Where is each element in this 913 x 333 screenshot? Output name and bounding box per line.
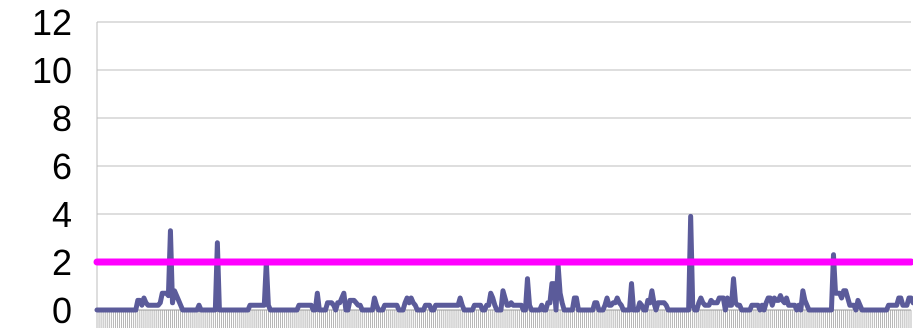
y-axis-tick-labels: 0 2 4 6 8 10 12: [32, 2, 72, 331]
y-tick-label-8: 8: [52, 98, 72, 139]
y-tick-label-6: 6: [52, 146, 72, 187]
series-data-line: [94, 213, 913, 313]
y-tick-label-4: 4: [52, 194, 72, 235]
series-group: [93, 213, 913, 313]
y-tick-label-0: 0: [52, 290, 72, 331]
y-tick-label-2: 2: [52, 242, 72, 283]
y-tick-label-10: 10: [32, 50, 72, 91]
y-tick-label-12: 12: [32, 2, 72, 43]
x-axis-ticks: [96, 310, 912, 328]
